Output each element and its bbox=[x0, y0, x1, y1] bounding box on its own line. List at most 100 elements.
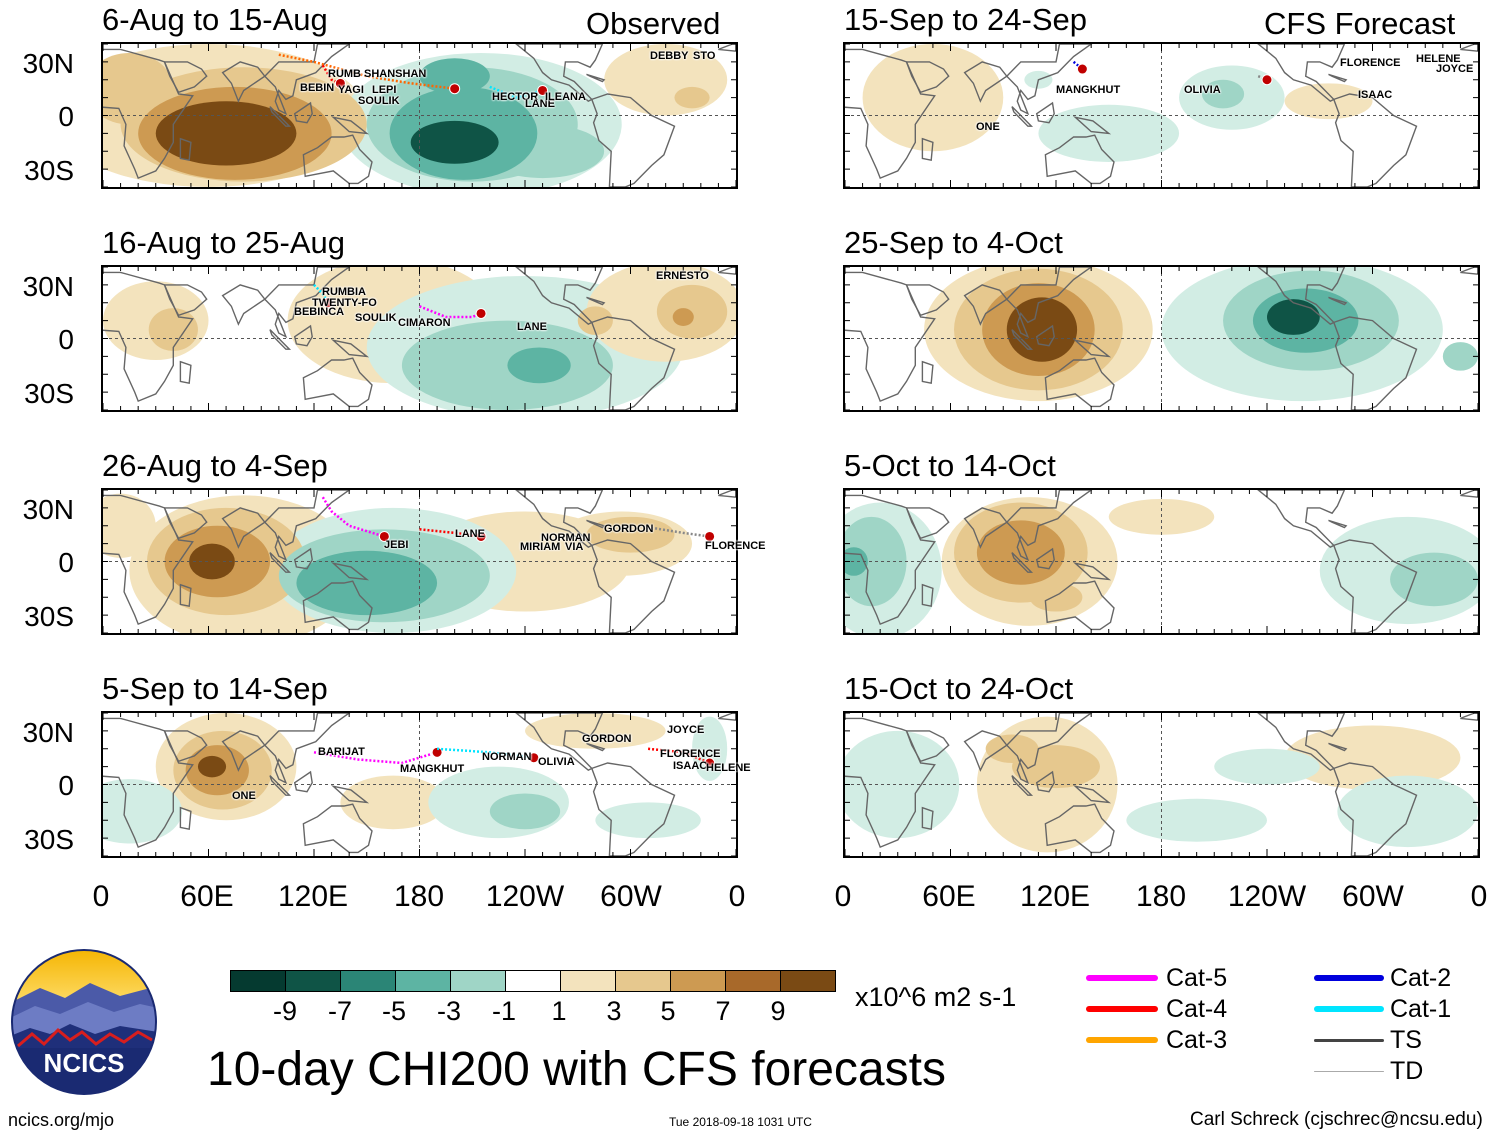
legend-label-cat5: Cat-5 bbox=[1166, 964, 1228, 992]
storm-label: LANE bbox=[525, 98, 555, 110]
lat-30n-1: 30N bbox=[22, 48, 74, 79]
coastline bbox=[963, 507, 1008, 549]
storm-label: GORDON bbox=[582, 733, 632, 745]
lat-30s-4: 30S bbox=[24, 824, 74, 855]
storm-label: SOULIK bbox=[355, 312, 397, 324]
coastline bbox=[179, 360, 192, 385]
storm-label: ILEANA bbox=[545, 91, 586, 103]
storm-track bbox=[639, 524, 710, 538]
map-canvas bbox=[103, 44, 736, 187]
storm-label: HECTOR bbox=[492, 91, 539, 103]
storm-label: LEPI bbox=[372, 84, 397, 96]
storm-label: TWENTY-FO bbox=[312, 297, 377, 309]
coastline bbox=[718, 44, 736, 52]
coastline bbox=[1035, 324, 1055, 347]
map-canvas bbox=[845, 267, 1478, 410]
coastline bbox=[330, 339, 370, 358]
lon-label: 120E bbox=[1019, 880, 1091, 913]
storm-label: ISAAC bbox=[1358, 89, 1393, 101]
coastline bbox=[921, 137, 934, 162]
colorbar-tick: 5 bbox=[660, 996, 676, 1026]
panel-title-obs-1: 6-Aug to 15-Aug bbox=[102, 2, 328, 37]
coastline bbox=[1460, 713, 1478, 721]
storm-track bbox=[437, 747, 534, 759]
footer-url[interactable]: ncics.org/mjo bbox=[8, 1110, 115, 1130]
storm-label: MIRIAM bbox=[520, 541, 561, 553]
coastline bbox=[1011, 106, 1034, 127]
lat-30s-3: 30S bbox=[24, 601, 74, 632]
coastline bbox=[590, 539, 676, 633]
coastline bbox=[1332, 93, 1418, 187]
coastline bbox=[330, 562, 370, 581]
map-panel-fc-4 bbox=[843, 711, 1480, 858]
coastline bbox=[163, 507, 208, 540]
coastline bbox=[1332, 316, 1418, 410]
coastline bbox=[1005, 44, 1093, 116]
coastline bbox=[302, 134, 373, 185]
storm-marker bbox=[449, 83, 461, 95]
coastline bbox=[1332, 762, 1418, 856]
legend-label-td: TD bbox=[1390, 1057, 1424, 1085]
coastline bbox=[179, 806, 192, 831]
colorbar-tick: -1 bbox=[491, 996, 517, 1026]
coastline bbox=[1328, 519, 1348, 529]
coastline bbox=[1044, 357, 1115, 408]
map-panel-obs-2 bbox=[101, 265, 738, 412]
colorbar-swatch bbox=[670, 970, 726, 992]
map-panel-fc-3 bbox=[843, 488, 1480, 635]
coastline bbox=[302, 580, 373, 631]
coastline bbox=[921, 583, 934, 608]
storm-label: ONE bbox=[976, 121, 1000, 133]
coastline bbox=[515, 44, 604, 103]
storm-label: RUMB bbox=[328, 68, 361, 80]
storm-label: JOYCE bbox=[667, 724, 705, 736]
lon-label: 60E bbox=[922, 880, 976, 913]
ncics-logo: NCICS bbox=[10, 948, 158, 1096]
storm-label: DEBBY bbox=[650, 50, 689, 62]
coastline bbox=[515, 267, 604, 326]
anomaly-contour bbox=[586, 516, 675, 553]
anomaly-contour bbox=[1012, 315, 1048, 344]
storm-label: FLORENCE bbox=[705, 540, 766, 552]
storm-label: FLORENCE bbox=[1340, 57, 1401, 69]
coastline bbox=[263, 490, 351, 562]
storm-track bbox=[419, 305, 482, 319]
map-panel-obs-4 bbox=[101, 711, 738, 858]
map-panel-fc-2 bbox=[843, 265, 1480, 412]
coastline bbox=[590, 93, 676, 187]
panel-title-fc-3: 5-Oct to 14-Oct bbox=[844, 448, 1056, 483]
coastline bbox=[302, 803, 373, 854]
storm-track bbox=[321, 496, 385, 538]
coastline bbox=[1035, 770, 1055, 793]
lat-0-4: 0 bbox=[58, 770, 74, 801]
coastline bbox=[1011, 775, 1034, 796]
storm-marker bbox=[537, 84, 549, 96]
map-panel-obs-3 bbox=[101, 488, 738, 635]
legend-line-ts bbox=[1314, 1039, 1384, 1042]
storm-label: STO bbox=[693, 50, 716, 62]
coastline bbox=[1005, 267, 1093, 339]
lon-label: 0 bbox=[834, 880, 852, 913]
coastline bbox=[1257, 713, 1346, 772]
coastline bbox=[1332, 539, 1418, 633]
main-title: 10-day CHI200 with CFS forecasts bbox=[207, 1043, 946, 1096]
storm-track bbox=[321, 64, 341, 85]
storm-label: ISAAC bbox=[673, 760, 708, 772]
coastline bbox=[586, 519, 606, 529]
storm-label: LANE bbox=[455, 528, 485, 540]
anomaly-contour bbox=[672, 308, 694, 326]
map-canvas bbox=[845, 713, 1478, 856]
coastline bbox=[330, 785, 370, 804]
anomaly-contour bbox=[656, 284, 728, 339]
storm-marker bbox=[475, 530, 487, 542]
colorbar-swatch bbox=[340, 970, 396, 992]
lat-30n-4: 30N bbox=[22, 717, 74, 748]
storm-marker bbox=[322, 297, 334, 309]
coastline bbox=[163, 284, 208, 317]
coastline bbox=[1460, 490, 1478, 498]
colorbar-swatch bbox=[505, 970, 561, 992]
lon-label: 120E bbox=[277, 880, 349, 913]
coastline bbox=[586, 296, 606, 306]
storm-marker bbox=[1076, 63, 1088, 75]
lon-label: 120W bbox=[1227, 880, 1307, 913]
